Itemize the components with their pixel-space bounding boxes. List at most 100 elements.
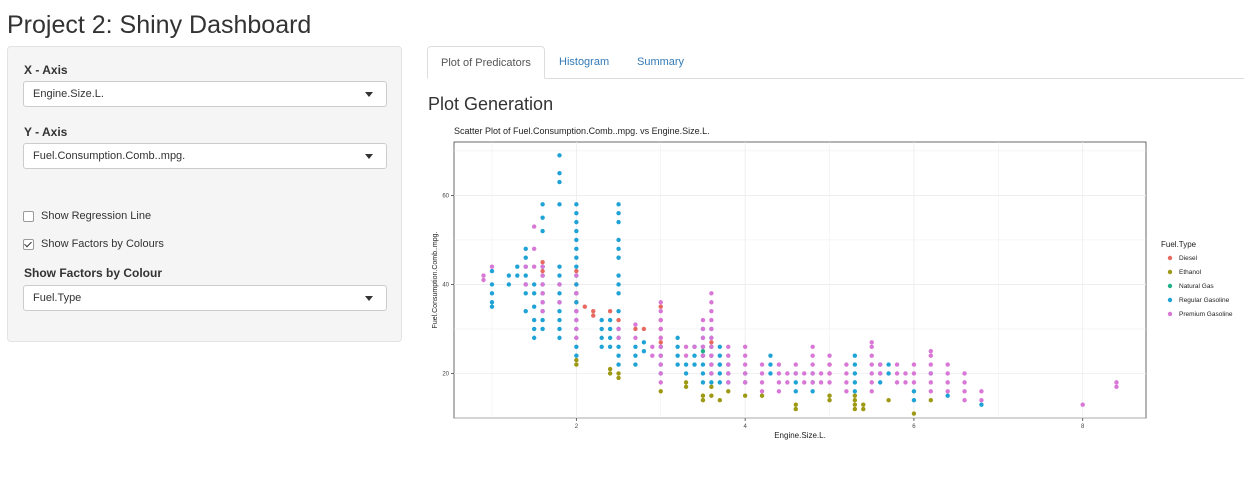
data-point	[557, 170, 562, 176]
data-point	[599, 317, 604, 323]
data-point	[945, 393, 950, 398]
tab-summary[interactable]: Summary	[637, 56, 685, 68]
data-point	[742, 344, 748, 349]
data-point	[869, 389, 874, 394]
show-factors-label: Show Factors by Colours	[41, 238, 164, 250]
tab-plot-of-predicators[interactable]: Plot of Predicators	[427, 46, 545, 79]
legend-title: Fuel.Type	[1161, 240, 1197, 249]
data-point	[515, 273, 520, 278]
data-point	[607, 317, 613, 323]
data-point	[709, 326, 714, 332]
data-point	[911, 389, 917, 394]
data-point	[852, 393, 858, 398]
data-point	[607, 308, 613, 314]
data-point	[802, 371, 807, 376]
data-point	[852, 406, 858, 412]
data-point	[675, 353, 680, 358]
data-point	[700, 349, 706, 354]
show-factors-row[interactable]: Show Factors by Colours	[23, 238, 164, 250]
data-point	[759, 362, 765, 367]
tab-histogram[interactable]: Histogram	[559, 56, 610, 68]
data-point	[700, 335, 706, 341]
data-point	[574, 246, 579, 252]
data-point	[717, 397, 723, 403]
x-axis-select-value: Engine.Size.L.	[33, 88, 104, 100]
data-point	[540, 264, 545, 269]
data-point	[793, 362, 798, 367]
data-point	[827, 371, 832, 376]
data-point	[852, 353, 858, 358]
data-point	[877, 362, 883, 367]
x-axis-title: Engine.Size.L.	[774, 431, 826, 440]
data-point	[742, 362, 748, 367]
data-point	[557, 273, 562, 278]
data-point	[709, 371, 714, 376]
data-point	[540, 215, 545, 220]
data-point	[607, 344, 613, 349]
data-point	[574, 211, 579, 216]
data-point	[1114, 380, 1119, 385]
data-point	[717, 362, 723, 367]
data-point	[962, 389, 967, 394]
data-point	[658, 304, 663, 309]
data-point	[700, 371, 706, 376]
data-point	[852, 380, 858, 385]
data-point	[633, 322, 638, 327]
tab-bar: Plot of Predicators Histogram Summary	[427, 46, 1244, 79]
data-point	[962, 380, 967, 385]
data-point	[489, 264, 495, 269]
data-point	[574, 268, 579, 274]
data-point	[633, 335, 638, 341]
data-point	[844, 389, 849, 394]
data-point	[726, 353, 731, 358]
data-point	[658, 326, 663, 332]
show-factors-checkbox[interactable]	[23, 238, 34, 250]
y-axis-select[interactable]: Fuel.Consumption.Comb..mpg.	[23, 143, 387, 169]
x-axis-select[interactable]: Engine.Size.L.	[23, 81, 387, 107]
data-point	[557, 300, 562, 305]
data-point	[574, 237, 579, 243]
data-point	[523, 273, 528, 278]
data-point	[810, 389, 815, 394]
data-point	[540, 317, 545, 323]
data-point	[489, 282, 495, 287]
data-point	[607, 326, 613, 332]
data-point	[616, 317, 621, 323]
data-point	[742, 393, 748, 398]
data-point	[768, 371, 773, 376]
data-point	[616, 246, 621, 252]
data-point	[709, 344, 714, 349]
data-point	[540, 228, 545, 234]
data-point	[759, 371, 765, 376]
data-point	[616, 211, 621, 216]
data-point	[886, 397, 891, 403]
data-point	[675, 362, 680, 367]
data-point	[633, 353, 638, 358]
data-point	[523, 308, 528, 314]
data-point	[768, 353, 773, 358]
show-regression-row[interactable]: Show Regression Line	[23, 210, 151, 222]
data-point	[607, 335, 613, 341]
factor-colour-select[interactable]: Fuel.Type	[23, 285, 387, 311]
data-point	[818, 380, 824, 385]
x-tick-label: 2	[575, 424, 579, 430]
data-point	[776, 362, 782, 367]
data-point	[616, 291, 621, 296]
factor-colour-select-value: Fuel.Type	[33, 292, 82, 304]
data-point	[869, 380, 874, 385]
data-point	[869, 344, 874, 349]
data-point	[903, 371, 908, 376]
data-point	[793, 380, 798, 385]
data-point	[911, 380, 917, 385]
data-point	[531, 264, 537, 269]
data-point	[658, 371, 663, 376]
data-point	[726, 362, 731, 367]
data-point	[616, 237, 621, 243]
legend-label: Ethanol	[1179, 269, 1202, 276]
data-point	[540, 326, 545, 332]
data-point	[768, 362, 773, 367]
data-point	[928, 397, 934, 403]
data-point	[658, 344, 663, 349]
data-point	[726, 344, 731, 349]
show-regression-checkbox[interactable]	[23, 210, 34, 222]
